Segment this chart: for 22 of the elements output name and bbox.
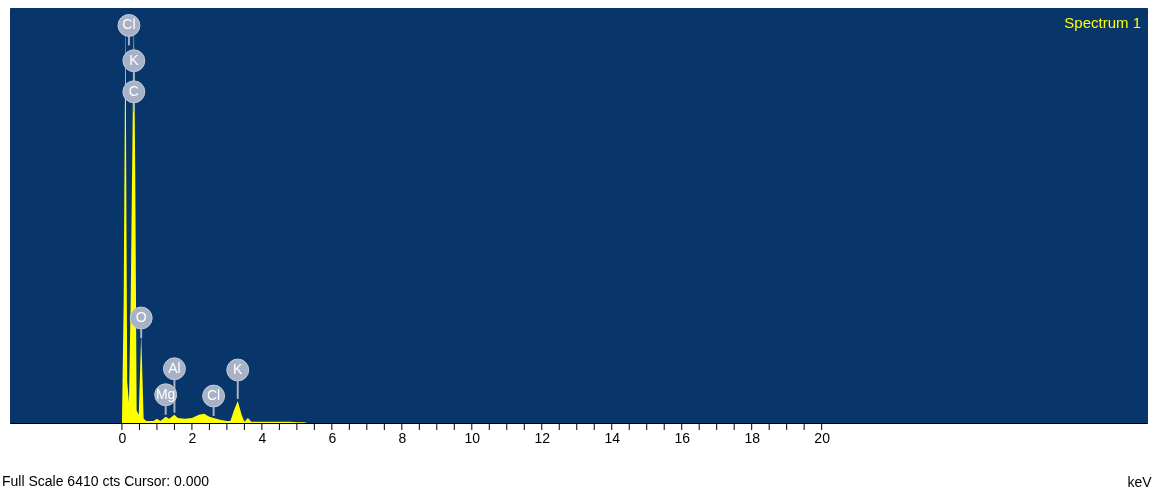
text: Spectrum 1 [1064, 14, 1141, 31]
x-tick-label: 18 [744, 429, 761, 446]
x-tick-label: 4 [258, 429, 267, 446]
annotation: Cl [206, 387, 221, 404]
x-axis-title: keV [1127, 473, 1152, 490]
x-tick-label: 2 [188, 429, 197, 446]
x-tick-label: 0 [118, 429, 127, 446]
annotation: K [233, 361, 244, 378]
annotation: Mg [155, 385, 176, 402]
text: Full Scale 6410 cts Cursor: 0.000 [2, 473, 210, 489]
x-tick-label: 12 [534, 429, 551, 446]
x-tick-label: 8 [398, 429, 407, 446]
annotation: C [128, 82, 139, 99]
x-tick-label: 20 [814, 429, 831, 446]
x-tick-label: 16 [674, 429, 691, 446]
x-tick-label: 10 [464, 429, 481, 446]
annotation: O [135, 309, 147, 325]
annotation: Cl [122, 16, 136, 33]
annotation: Al [168, 359, 181, 376]
annotation: K [129, 51, 140, 68]
x-tick-label: 6 [328, 429, 337, 446]
x-tick-label: 14 [604, 429, 621, 446]
